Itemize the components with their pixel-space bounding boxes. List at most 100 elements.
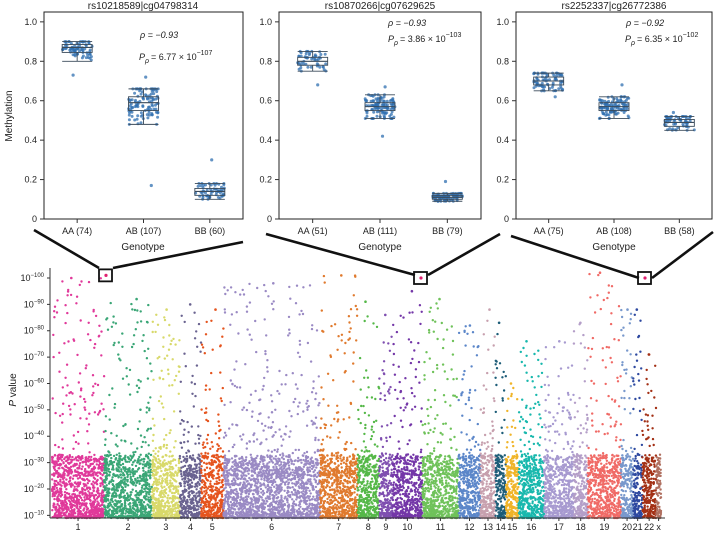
manhattan-point	[115, 457, 117, 459]
manhattan-point	[152, 450, 154, 452]
manhattan-point	[96, 460, 98, 462]
manhattan-point	[157, 471, 159, 473]
manhattan-point	[89, 512, 91, 514]
manhattan-point	[58, 505, 60, 507]
manhattan-point	[92, 392, 94, 394]
manhattan-point	[57, 467, 59, 469]
manhattan-point	[124, 486, 126, 488]
manhattan-point	[90, 474, 92, 476]
manhattan-point	[121, 332, 123, 334]
manhattan-point	[85, 461, 87, 463]
manhattan-point	[220, 514, 222, 516]
data-point	[390, 113, 393, 116]
manhattan-point	[134, 473, 136, 475]
manhattan-point	[171, 482, 173, 484]
manhattan-point	[215, 477, 217, 479]
manhattan-point	[91, 512, 93, 514]
manhattan-point	[153, 424, 155, 426]
manhattan-point	[194, 499, 196, 501]
manhattan-point	[62, 462, 64, 464]
manhattan-point	[182, 497, 184, 499]
data-point	[131, 98, 134, 101]
manhattan-point	[104, 444, 106, 446]
data-point	[686, 123, 689, 126]
manhattan-point	[164, 491, 166, 493]
manhattan-point	[79, 284, 81, 286]
manhattan-point	[150, 454, 152, 456]
manhattan-point	[56, 489, 58, 491]
manhattan-point	[60, 463, 62, 465]
y-tick-label: 0.4	[259, 135, 272, 145]
data-point	[136, 104, 139, 107]
manhattan-point	[221, 336, 223, 338]
manhattan-point	[164, 506, 166, 508]
manhattan-point	[133, 471, 135, 473]
manhattan-point	[79, 472, 81, 474]
manhattan-point	[168, 455, 170, 457]
manhattan-point	[171, 509, 173, 511]
manhattan-point	[212, 485, 214, 487]
manhattan-point	[206, 442, 208, 444]
manhattan-point	[99, 462, 101, 464]
manhattan-point	[198, 483, 200, 485]
manhattan-point	[71, 506, 73, 508]
data-point	[134, 99, 137, 102]
manhattan-point	[174, 459, 176, 461]
manhattan-point	[201, 510, 203, 512]
manhattan-point	[191, 393, 193, 395]
manhattan-point	[107, 329, 109, 331]
data-point	[305, 52, 308, 55]
manhattan-point	[134, 479, 136, 481]
manhattan-point	[122, 496, 124, 498]
manhattan-point	[207, 452, 209, 454]
manhattan-point	[184, 465, 186, 467]
manhattan-point	[88, 322, 90, 324]
manhattan-point	[165, 488, 167, 490]
manhattan-point	[137, 379, 139, 381]
manhattan-point	[175, 375, 177, 377]
manhattan-point	[214, 502, 216, 504]
manhattan-point	[112, 510, 114, 512]
manhattan-point	[120, 464, 122, 466]
manhattan-point	[147, 488, 149, 490]
data-point	[322, 66, 325, 69]
manhattan-point	[169, 505, 171, 507]
manhattan-point	[116, 510, 118, 512]
manhattan-point	[65, 478, 67, 480]
manhattan-point	[59, 415, 61, 417]
manhattan-point	[85, 456, 87, 458]
manhattan-point	[91, 492, 93, 494]
manhattan-point	[94, 383, 96, 385]
manhattan-point	[187, 440, 189, 442]
manhattan-point	[58, 371, 60, 373]
manhattan-point	[119, 455, 121, 457]
manhattan-point	[166, 505, 168, 507]
manhattan-point	[178, 460, 180, 462]
manhattan-point	[66, 312, 68, 314]
manhattan-point	[182, 499, 184, 501]
manhattan-point	[210, 471, 212, 473]
manhattan-point	[112, 501, 114, 503]
manhattan-point	[120, 496, 122, 498]
manhattan-point	[119, 459, 121, 461]
manhattan-point	[159, 377, 161, 379]
manhattan-point	[128, 458, 130, 460]
manhattan-point	[144, 505, 146, 507]
manhattan-point	[202, 346, 204, 348]
data-point	[154, 104, 157, 107]
data-point	[372, 111, 375, 114]
manhattan-point	[101, 456, 103, 458]
y-tick-label: 0.8	[496, 56, 509, 66]
manhattan-point	[162, 378, 164, 380]
manhattan-peak-point	[165, 308, 168, 311]
manhattan-point	[208, 505, 210, 507]
manhattan-point	[141, 458, 143, 460]
manhattan-point	[317, 472, 319, 474]
manhattan-point	[173, 479, 175, 481]
data-point	[384, 112, 387, 115]
manhattan-point	[198, 466, 200, 468]
manhattan-point	[195, 476, 197, 478]
manhattan-point	[103, 375, 105, 377]
manhattan-point	[86, 488, 88, 490]
manhattan-point	[74, 474, 76, 476]
